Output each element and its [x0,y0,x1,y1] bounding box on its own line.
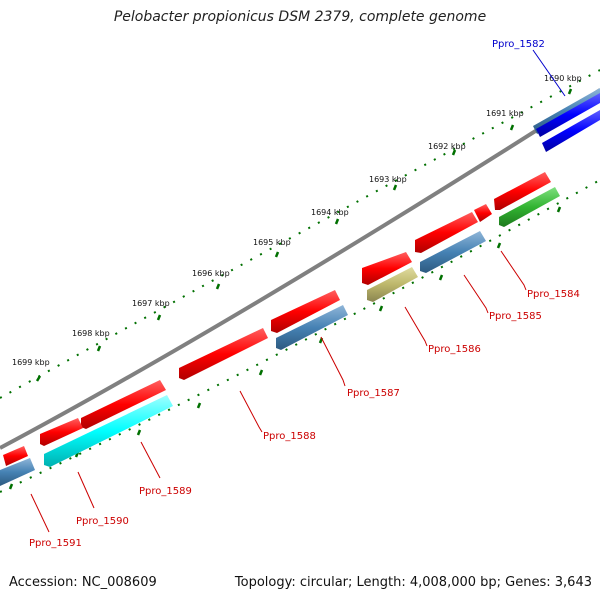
gene-ppro-1582[interactable] [532,49,600,152]
leader-ppro-1587 [320,336,346,387]
forward-strand-genes [3,172,551,466]
major-tick [274,251,280,258]
major-tick [136,429,142,436]
major-tick [438,274,444,281]
gene-ppro-1585-fwd[interactable] [415,212,478,253]
leader-ppro-1589 [140,441,161,479]
genome-backbone [0,88,600,450]
gene-label-ppro-1586: Ppro_1586 [428,344,481,355]
major-tick [8,483,14,490]
gene-label-ppro-1587: Ppro_1587 [347,388,400,399]
kbp-label: 1696 kbp [192,269,230,278]
leader-ppro-1585 [463,274,489,314]
gene-label-ppro-1584: Ppro_1584 [527,289,580,300]
major-tick [156,314,162,321]
gene-ppro-1582-shape[interactable] [536,93,600,137]
major-tick [496,242,502,249]
gene-ppro-1584-fwd[interactable] [494,172,551,210]
kbp-label: 1691 kbp [486,109,524,118]
gene-ppro-1588-fwd[interactable] [179,328,268,380]
gene-ppro-1585-rev[interactable] [420,231,486,273]
leader-ppro-1588 [239,390,263,433]
gene-label-ppro-1589: Ppro_1589 [139,486,192,497]
map-title: Pelobacter propionicus DSM 2379, complet… [113,9,487,25]
kbp-label: 1693 kbp [369,175,407,184]
kbp-label: 1694 kbp [311,208,349,217]
gene-ppro-1591-rev[interactable] [0,458,35,486]
major-tick [334,218,340,225]
major-tick [567,88,573,95]
gene-ppro-1586-rev[interactable] [367,267,418,302]
gene-label-ppro-1582: Ppro_1582 [492,39,545,50]
major-tick [196,402,202,409]
kbp-label: 1690 kbp [544,74,582,83]
gene-ppro-1589-fwd[interactable] [81,380,166,429]
gene-label-ppro-1585: Ppro_1585 [489,311,542,322]
kbp-label: 1697 kbp [132,299,170,308]
major-tick [96,345,102,352]
gene-ppro-1590-fwd[interactable] [40,418,83,446]
major-tick [509,124,515,131]
gene-ppro-1591-fwd[interactable] [3,446,28,466]
gene-ppro-1582-shape[interactable] [542,110,600,152]
major-tick [378,305,384,312]
kbp-label: 1695 kbp [253,238,291,247]
major-tick [392,184,398,191]
major-tick [556,206,562,213]
leader-ppro-1584 [500,250,527,291]
kbp-label: 1698 kbp [72,329,110,338]
gene-label-ppro-1591: Ppro_1591 [29,538,82,549]
kbp-label: 1692 kbp [428,142,466,151]
accession-text: Accession: NC_008609 [9,575,157,590]
topology-text: Topology: circular; Length: 4,008,000 bp… [234,575,592,590]
gene-ppro-1586-fwd[interactable] [362,252,412,285]
major-tick [35,375,42,382]
outer-major-ticks [35,88,573,382]
major-tick [258,369,264,376]
gene-label-ppro-1588: Ppro_1588 [263,431,316,442]
gene-ppro-1584-rev[interactable] [499,187,560,227]
outer-tick-ring [0,69,600,399]
gene-ppro-1582-leader [532,49,566,97]
kbp-label: 1699 kbp [12,358,50,367]
leader-ppro-1590 [77,471,95,509]
leader-ppro-1586 [404,306,428,347]
reverse-strand-genes [0,187,560,486]
gene-ppro-1584-fwd[interactable] [474,204,492,222]
gene-ppro-1587-rev[interactable] [276,305,348,350]
major-tick [215,283,221,290]
gene-label-ppro-1590: Ppro_1590 [76,516,129,527]
gene-ppro-1587-fwd[interactable] [271,290,340,333]
gene-leaders [30,250,527,533]
leader-ppro-1591 [30,493,50,533]
gene-ppro-1589-rev[interactable] [44,395,173,467]
major-tick [451,149,457,156]
